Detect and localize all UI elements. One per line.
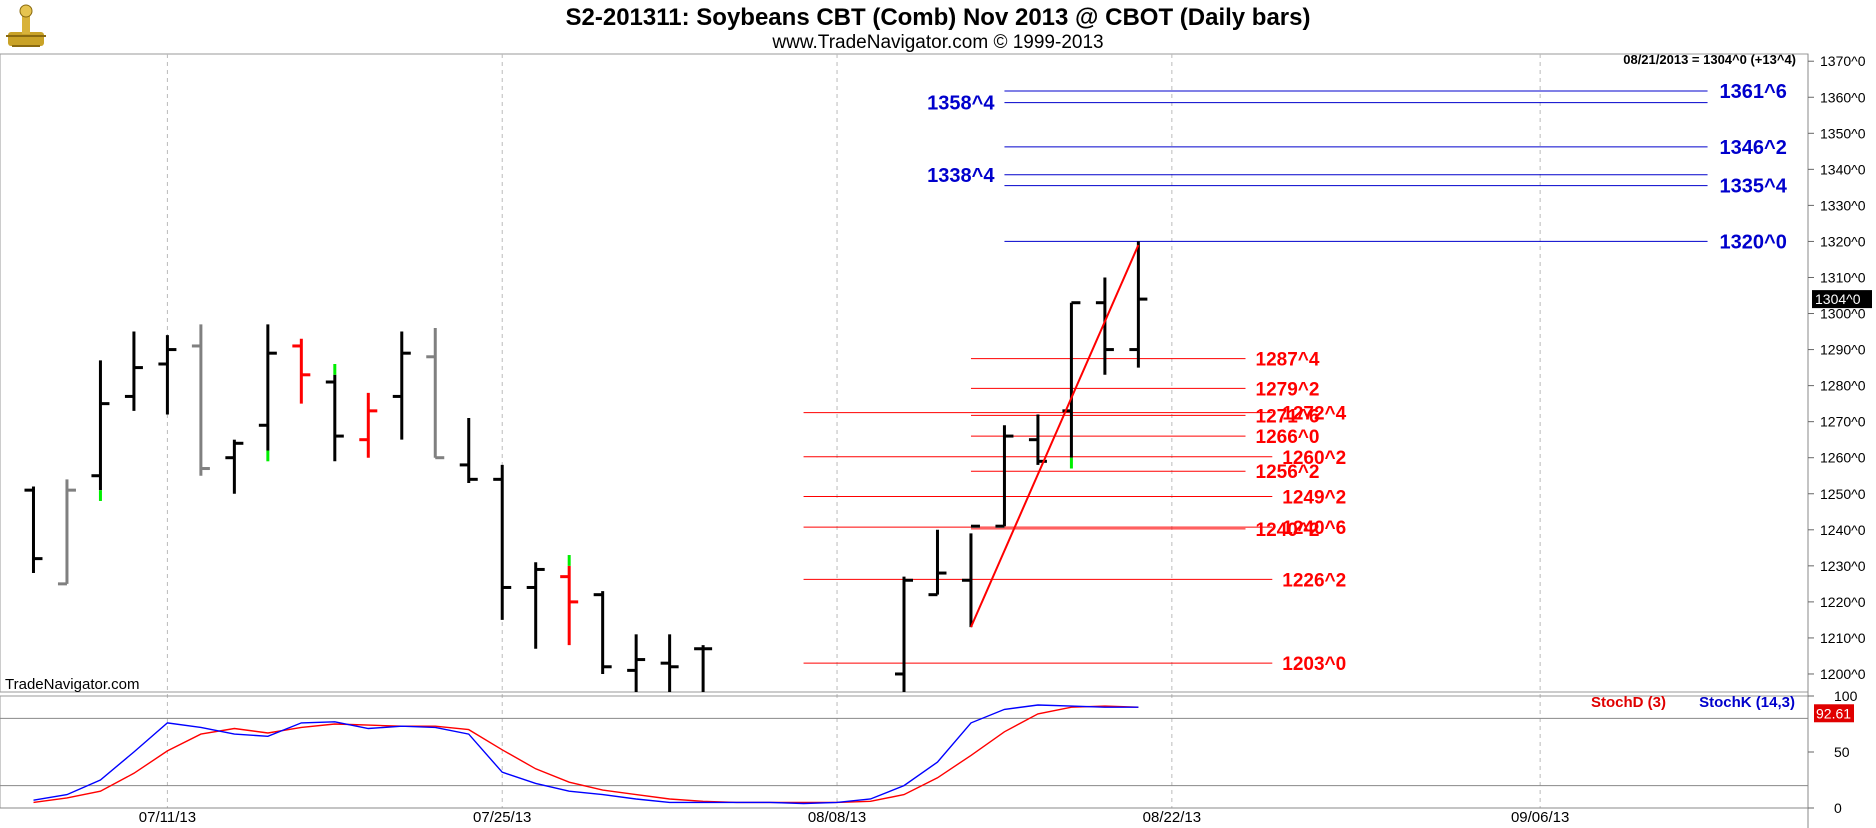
red-level-label: 1249^2 xyxy=(1282,487,1346,508)
logo-icon xyxy=(2,2,50,52)
ohlc-bar xyxy=(426,327,445,460)
price-grid xyxy=(0,53,1809,808)
ohlc-bar xyxy=(627,634,646,692)
red-level-label: 1260^2 xyxy=(1282,448,1346,469)
red-level-label: 1287^4 xyxy=(1256,350,1320,371)
ohlc-bar xyxy=(694,645,713,692)
ohlc-bar xyxy=(995,425,1014,528)
y-tick-label: 1300^0 xyxy=(1820,306,1866,322)
x-tick-label: 09/06/13 xyxy=(1511,809,1569,826)
chart-title: S2-201311: Soybeans CBT (Comb) Nov 2013 … xyxy=(565,4,1311,31)
y-tick-label: 1330^0 xyxy=(1820,197,1866,213)
y-tick-label: 1250^0 xyxy=(1820,486,1866,502)
legend-stoch-k: StochK (14,3) xyxy=(1699,694,1795,711)
ohlc-bar xyxy=(928,529,947,597)
ohlc-bar xyxy=(359,392,378,458)
stochastic-panel xyxy=(0,695,1809,809)
x-tick-label: 08/08/13 xyxy=(808,809,866,826)
watermark: TradeNavigator.com xyxy=(5,676,140,693)
ohlc-bar xyxy=(493,464,512,620)
stoch-y-tick-label: 100 xyxy=(1834,688,1858,704)
ohlc-bar xyxy=(191,324,210,476)
red-level-label: 1240^2 xyxy=(1256,520,1320,541)
blue-level-label: 1346^2 xyxy=(1720,137,1787,159)
ohlc-bar xyxy=(560,555,579,646)
legend-stoch-d: StochD (3) xyxy=(1591,694,1666,711)
y-tick-label: 1240^0 xyxy=(1820,522,1866,538)
ohlc-bar xyxy=(1129,241,1148,368)
y-tick-label: 1320^0 xyxy=(1820,233,1866,249)
stoch-last-label: 92.61 xyxy=(1816,705,1851,721)
x-tick-label: 07/11/13 xyxy=(139,809,196,826)
ohlc-bar xyxy=(325,363,344,462)
y-tick-label: 1270^0 xyxy=(1820,414,1866,430)
ohlc-bar xyxy=(526,562,545,649)
y-tick-label: 1260^0 xyxy=(1820,450,1866,466)
stoch-y-tick-label: 50 xyxy=(1834,744,1850,760)
y-tick-label: 1280^0 xyxy=(1820,378,1866,394)
red-level-label: 1279^2 xyxy=(1256,379,1320,400)
last-price-info: 08/21/2013 = 1304^0 (+13^4) xyxy=(1623,52,1796,67)
y-tick-label: 1290^0 xyxy=(1820,342,1866,358)
red-level-label: 1240^6 xyxy=(1282,518,1346,539)
stoch-d-line xyxy=(33,705,1139,804)
ohlc-bar xyxy=(1062,301,1081,469)
chart-subtitle: www.TradeNavigator.com © 1999-2013 xyxy=(772,32,1104,53)
ohlc-bar xyxy=(895,576,913,692)
y-tick-label: 1370^0 xyxy=(1820,53,1866,69)
stoch-last-box xyxy=(1814,704,1854,723)
y-tick-label: 1340^0 xyxy=(1820,161,1866,177)
blue-level-label: 1338^4 xyxy=(927,165,995,187)
ohlc-bar xyxy=(1028,414,1047,465)
ohlc-bar xyxy=(961,524,980,628)
ohlc-bar xyxy=(158,335,177,415)
red-level-label: 1271^6 xyxy=(1256,406,1320,427)
trend-line xyxy=(970,244,1140,628)
red-level-label: 1226^2 xyxy=(1282,570,1346,591)
trend-line-group xyxy=(970,244,1140,628)
y-tick-label: 1360^0 xyxy=(1820,89,1866,105)
ohlc-bar xyxy=(24,486,43,574)
y-tick-label: 1310^0 xyxy=(1820,269,1866,285)
red-level-label: 1266^0 xyxy=(1256,427,1320,448)
ohlc-bar xyxy=(91,360,110,501)
stoch-panel-frame xyxy=(0,695,1809,809)
red-level-label: 1256^2 xyxy=(1256,462,1320,483)
axes: 07/11/13 07/25/13 08/08/13 08/22/13 09/06/13… xyxy=(0,53,1872,828)
y-tick-label: 1230^0 xyxy=(1820,558,1866,574)
blue-level-label: 1335^4 xyxy=(1720,176,1788,198)
red-level-label: 1272^4 xyxy=(1282,404,1346,425)
ohlc-bar xyxy=(258,324,277,462)
y-tick-label: 1200^0 xyxy=(1820,666,1866,682)
ohlc-bar xyxy=(292,338,311,404)
ohlc-bar xyxy=(660,634,679,692)
blue-level-label: 1358^4 xyxy=(927,93,995,115)
ohlc-bar xyxy=(1095,277,1114,375)
ohlc-bar xyxy=(57,479,76,586)
ohlc-bar xyxy=(124,331,143,411)
price-bars xyxy=(24,241,1148,692)
ohlc-bar xyxy=(593,591,612,674)
ohlc-bar xyxy=(459,418,478,483)
y-tick-label: 1210^0 xyxy=(1820,630,1866,646)
last-price-label: 1304^0 xyxy=(1815,291,1861,307)
x-tick-label: 08/22/13 xyxy=(1143,809,1201,826)
y-tick-label: 1220^0 xyxy=(1820,594,1866,610)
ohlc-bar xyxy=(225,439,244,494)
stoch-k-line xyxy=(33,704,1139,805)
x-tick-label: 07/25/13 xyxy=(473,809,531,826)
y-tick-label: 1350^0 xyxy=(1820,125,1866,141)
blue-level-label: 1320^0 xyxy=(1720,231,1787,253)
stoch-y-tick-label: 0 xyxy=(1834,800,1842,816)
blue-level-label: 1361^6 xyxy=(1720,81,1787,103)
ohlc-bar xyxy=(392,331,411,440)
last-price-box xyxy=(1812,290,1872,309)
red-level-label: 1203^0 xyxy=(1282,654,1346,675)
